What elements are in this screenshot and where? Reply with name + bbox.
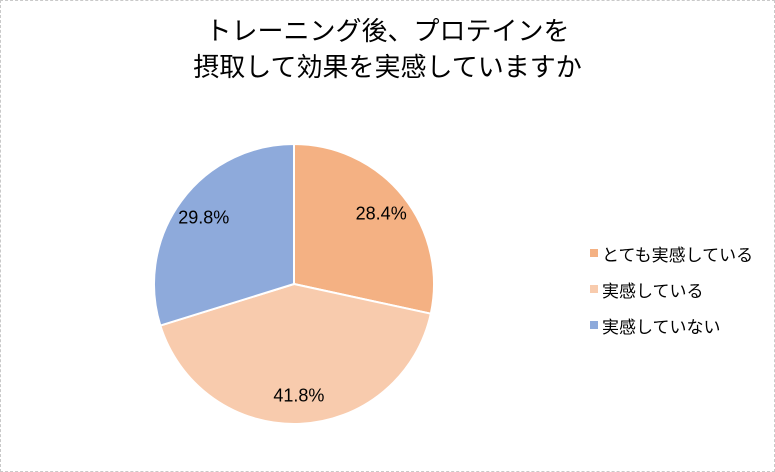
legend-swatch-icon [590, 249, 598, 257]
chart-title: トレーニング後、プロテインを 摂取して効果を実感していますか [1, 13, 774, 85]
pie-slice-1[interactable] [159, 283, 432, 425]
legend-label: 実感している [602, 281, 704, 301]
chart-title-line-2: 摂取して効果を実感していますか [193, 52, 582, 82]
pie-slice-0[interactable] [293, 143, 435, 315]
legend-item-1[interactable]: 実感している [590, 271, 753, 307]
data-label-0: 28.4% [355, 203, 407, 224]
chart-title-line-1: トレーニング後、プロテインを [205, 16, 570, 46]
legend-item-0[interactable]: とても実感している [590, 235, 753, 271]
data-label-1: 41.8% [273, 385, 325, 406]
legend-label: とても実感している [602, 245, 754, 265]
legend-swatch-icon [590, 285, 598, 293]
data-label-2: 29.8% [178, 207, 230, 228]
legend-item-2[interactable]: 実感していない [590, 307, 753, 343]
legend-label: 実感していない [602, 317, 721, 337]
legend: とても実感している 実感している 実感していない [590, 235, 753, 343]
legend-swatch-icon [590, 321, 598, 329]
pie-slice-2[interactable] [153, 143, 295, 327]
pie-plot: 28.4% 41.8% 29.8% [152, 142, 436, 426]
pie-chart [153, 143, 435, 425]
